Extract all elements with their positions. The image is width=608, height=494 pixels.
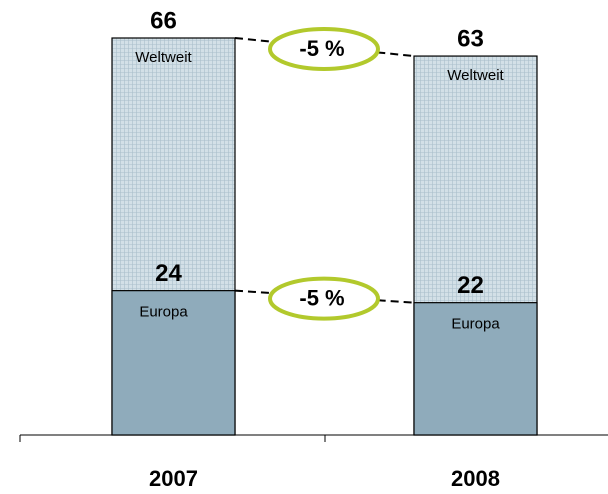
bar <box>413 302 538 436</box>
series-label: Europa <box>139 304 188 321</box>
bar <box>111 290 236 436</box>
connector <box>234 289 415 304</box>
annotation: -5 % <box>299 285 344 310</box>
annotation-ellipse <box>268 27 380 72</box>
series-label: Europa <box>451 316 500 333</box>
value-label: 24 <box>155 260 182 287</box>
annotation: -5 % <box>299 36 344 61</box>
connector <box>234 37 415 58</box>
x-tick-label: 2007 <box>149 466 198 491</box>
series-label: Weltweit <box>447 67 504 84</box>
value-label: 66 <box>150 7 177 34</box>
series-label: Weltweit <box>135 49 192 66</box>
value-label: 63 <box>457 25 484 52</box>
value-label: 22 <box>457 272 484 299</box>
x-tick-label: 2008 <box>451 466 500 491</box>
annotation-ellipse <box>268 276 380 321</box>
